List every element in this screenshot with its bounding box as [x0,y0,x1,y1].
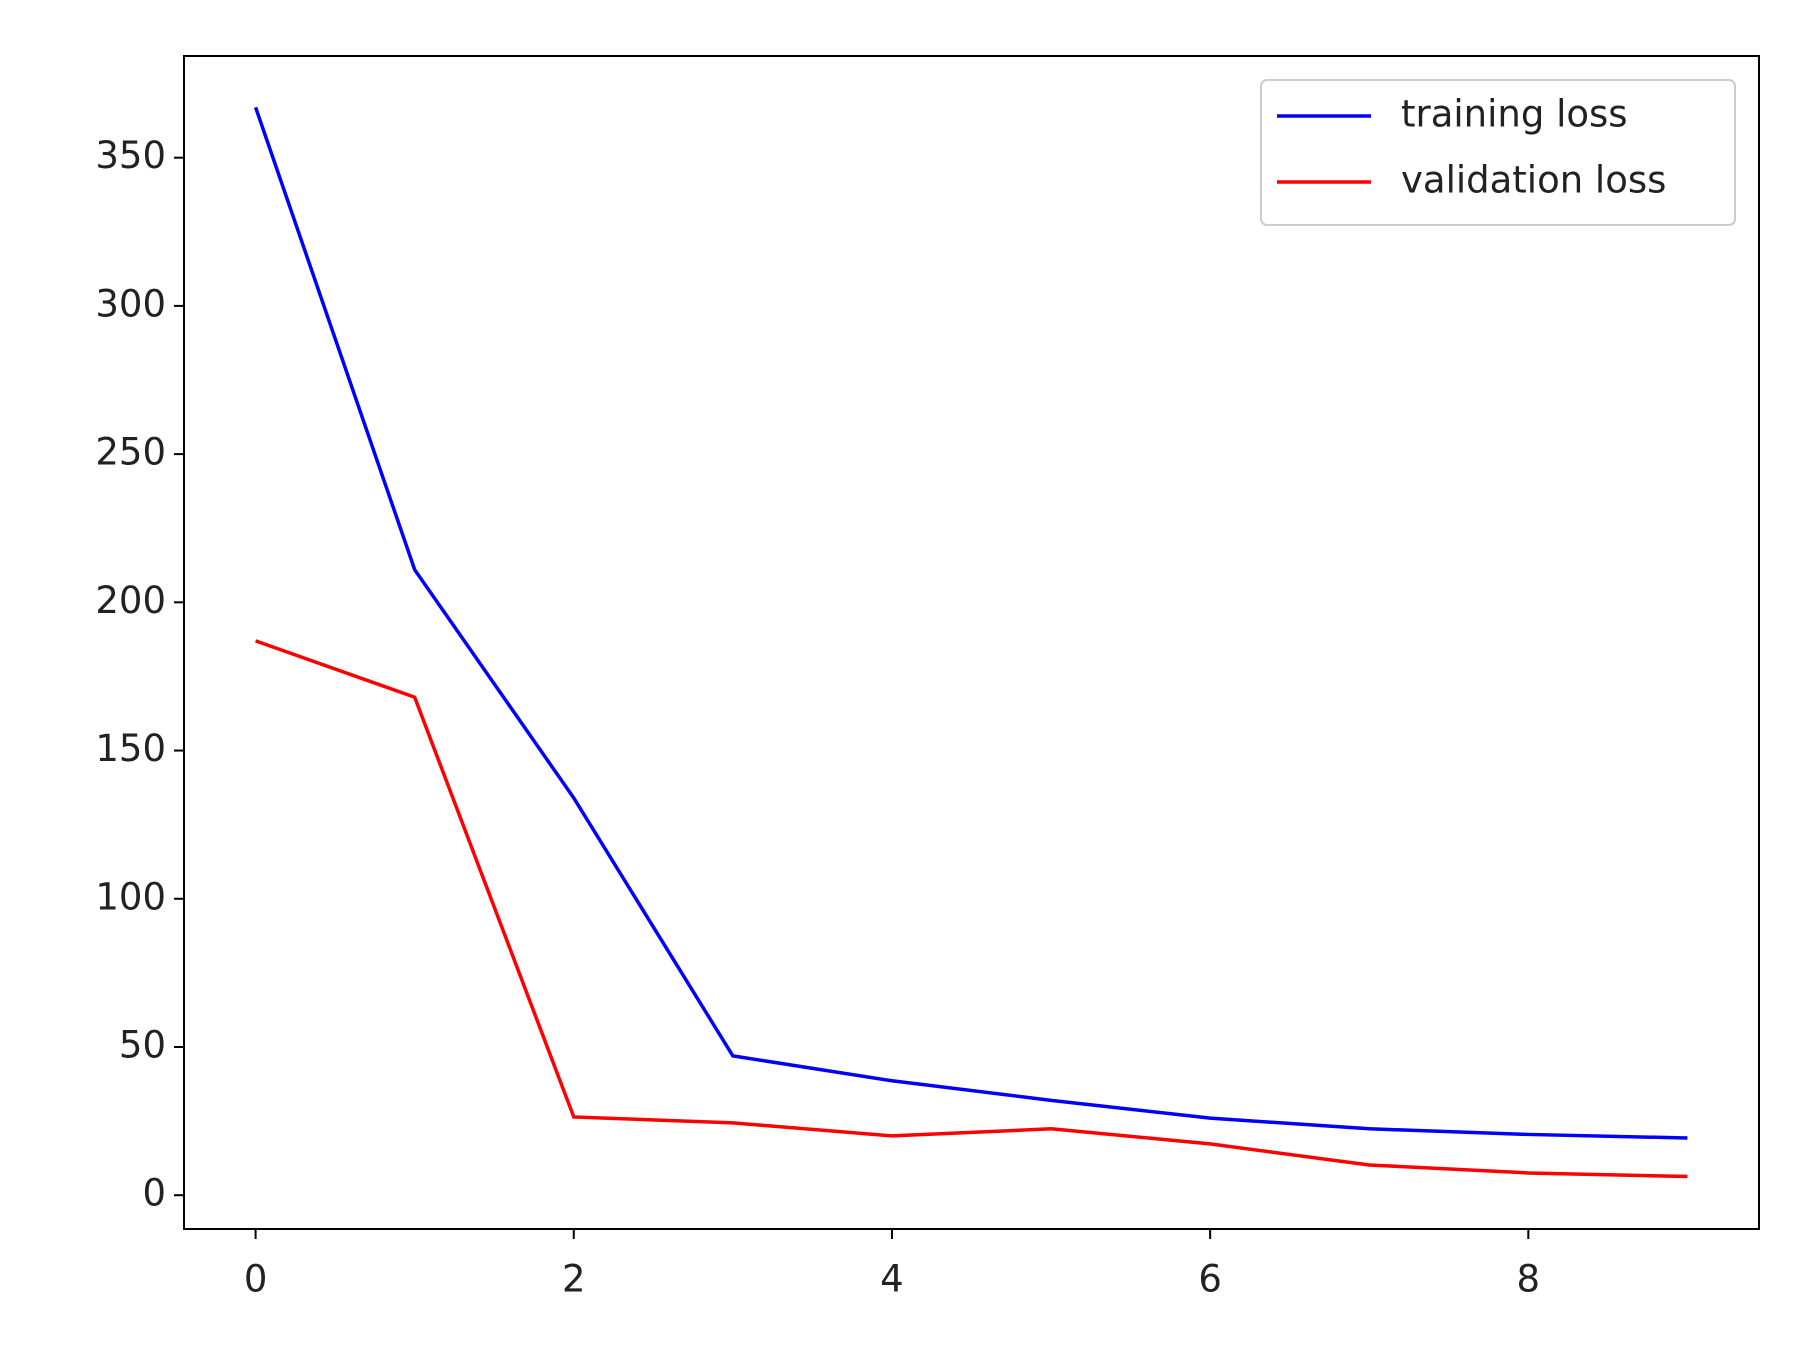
legend-label: validation loss [1401,159,1666,202]
x-tick-label: 8 [1517,1258,1541,1301]
plot-frame [183,55,1760,1230]
x-tick-label: 0 [244,1258,268,1301]
y-tick-label: 300 [95,282,166,325]
legend-label: training loss [1401,93,1628,136]
y-tick-label: 150 [95,727,166,770]
legend-box [1260,79,1736,226]
y-tick-label: 200 [95,579,166,622]
x-tick-label: 4 [880,1258,904,1301]
legend: training loss validation loss [1260,79,1736,226]
x-tick-label: 6 [1198,1258,1222,1301]
y-tick-label: 0 [142,1172,166,1215]
series-line [253,106,1688,1140]
x-tick-label: 2 [562,1258,586,1301]
y-tick-label: 100 [95,875,166,918]
y-tick-label: 250 [95,431,166,474]
y-tick-label: 50 [119,1023,166,1066]
series-line [255,639,1688,1179]
y-tick-label: 350 [95,134,166,177]
